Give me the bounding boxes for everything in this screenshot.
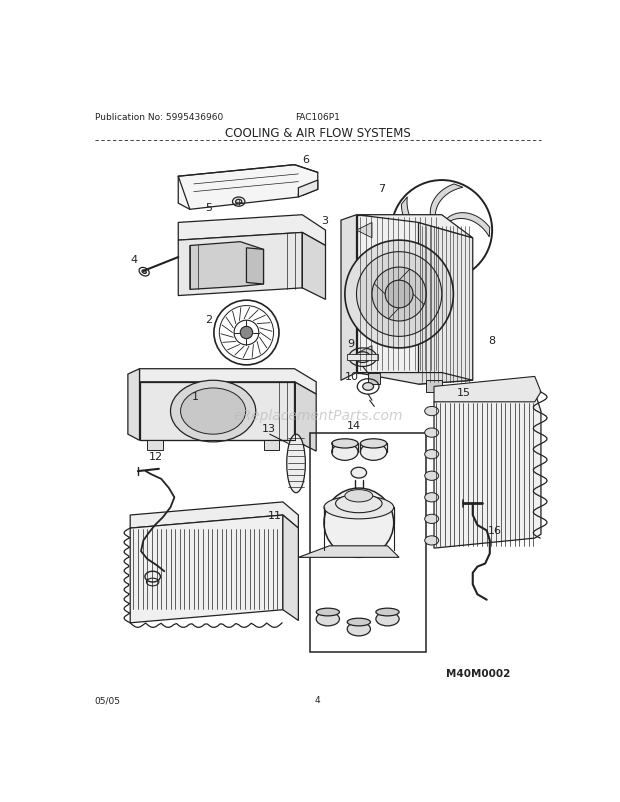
Ellipse shape (345, 490, 373, 502)
Ellipse shape (376, 609, 399, 616)
Polygon shape (356, 216, 441, 373)
Ellipse shape (425, 428, 439, 438)
Ellipse shape (286, 435, 306, 493)
Ellipse shape (425, 515, 439, 524)
Polygon shape (179, 165, 317, 210)
Text: eReplacementParts.com: eReplacementParts.com (233, 408, 402, 423)
Text: 3: 3 (322, 216, 329, 226)
Ellipse shape (356, 253, 441, 337)
Polygon shape (450, 231, 466, 277)
Ellipse shape (351, 468, 366, 479)
Polygon shape (399, 240, 445, 263)
Polygon shape (401, 197, 434, 237)
Ellipse shape (363, 383, 373, 391)
Text: 13: 13 (262, 423, 276, 433)
Ellipse shape (425, 450, 439, 460)
Ellipse shape (355, 352, 371, 363)
Ellipse shape (376, 612, 399, 626)
Text: 7: 7 (378, 184, 385, 193)
Text: 4: 4 (130, 255, 137, 265)
Ellipse shape (347, 618, 371, 626)
Ellipse shape (170, 381, 255, 443)
Polygon shape (130, 516, 283, 623)
Polygon shape (148, 441, 162, 450)
Polygon shape (368, 373, 379, 385)
Text: 1: 1 (192, 391, 199, 401)
Text: 10: 10 (345, 372, 359, 382)
Polygon shape (434, 392, 541, 549)
Polygon shape (140, 369, 316, 395)
Polygon shape (264, 441, 279, 450)
Polygon shape (427, 381, 441, 392)
Ellipse shape (431, 220, 453, 241)
Polygon shape (128, 369, 140, 441)
Ellipse shape (425, 493, 439, 502)
Ellipse shape (425, 407, 439, 416)
Polygon shape (190, 242, 264, 290)
Polygon shape (356, 223, 372, 238)
Text: 15: 15 (458, 387, 471, 397)
Text: 14: 14 (347, 420, 361, 431)
Ellipse shape (335, 495, 382, 513)
Ellipse shape (347, 622, 371, 636)
Ellipse shape (316, 612, 340, 626)
Ellipse shape (345, 241, 453, 349)
Ellipse shape (236, 200, 242, 205)
Polygon shape (294, 383, 316, 452)
Polygon shape (356, 216, 472, 238)
Polygon shape (418, 223, 472, 385)
Polygon shape (341, 216, 356, 381)
Ellipse shape (180, 388, 246, 435)
Text: 8: 8 (489, 336, 495, 346)
Bar (310, 433, 427, 652)
Ellipse shape (142, 270, 146, 274)
Ellipse shape (332, 444, 358, 461)
Polygon shape (247, 249, 264, 285)
Polygon shape (356, 346, 372, 362)
Text: 05/05: 05/05 (94, 695, 120, 704)
Polygon shape (303, 233, 326, 300)
Polygon shape (130, 502, 298, 529)
Text: 2: 2 (205, 314, 213, 324)
Text: M40M0002: M40M0002 (446, 668, 510, 678)
Polygon shape (140, 383, 294, 441)
Text: 16: 16 (489, 526, 502, 536)
Ellipse shape (425, 536, 439, 545)
Text: 9: 9 (347, 339, 354, 349)
Ellipse shape (385, 281, 413, 309)
Ellipse shape (316, 609, 340, 616)
Text: 5: 5 (205, 203, 213, 213)
Ellipse shape (372, 268, 427, 322)
Text: Publication No: 5995436960: Publication No: 5995436960 (94, 113, 223, 122)
Text: COOLING & AIR FLOW SYSTEMS: COOLING & AIR FLOW SYSTEMS (225, 127, 410, 140)
Polygon shape (179, 233, 303, 296)
Polygon shape (445, 213, 490, 237)
Ellipse shape (360, 439, 387, 448)
Ellipse shape (324, 488, 394, 557)
Ellipse shape (425, 472, 439, 480)
Ellipse shape (324, 496, 394, 519)
Ellipse shape (241, 327, 253, 339)
Text: 12: 12 (149, 452, 163, 461)
Text: 4: 4 (315, 695, 321, 704)
Polygon shape (347, 354, 378, 361)
Ellipse shape (437, 226, 446, 236)
Ellipse shape (360, 444, 387, 461)
Polygon shape (179, 216, 326, 246)
Polygon shape (298, 546, 399, 557)
Polygon shape (434, 377, 541, 403)
Ellipse shape (332, 439, 358, 448)
Text: FAC106P1: FAC106P1 (295, 113, 340, 122)
Polygon shape (356, 373, 472, 385)
Polygon shape (430, 184, 463, 225)
Text: 11: 11 (267, 510, 281, 520)
Polygon shape (283, 516, 298, 621)
Text: 6: 6 (303, 155, 309, 165)
Polygon shape (298, 180, 317, 198)
